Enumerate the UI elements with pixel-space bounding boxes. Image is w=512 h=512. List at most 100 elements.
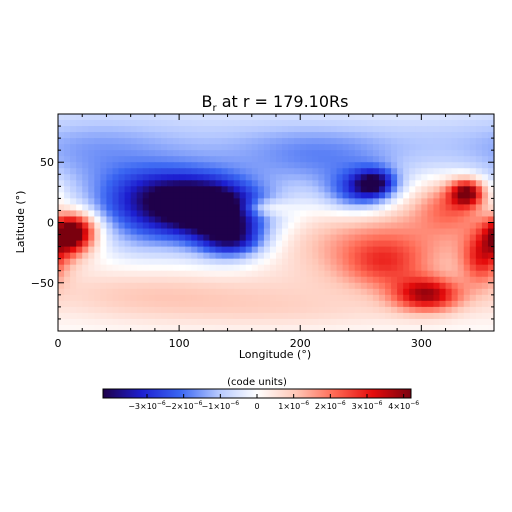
heatmap-cell bbox=[100, 246, 108, 254]
heatmap-cell bbox=[336, 174, 344, 181]
heatmap-cell bbox=[372, 288, 380, 296]
heatmap-cell bbox=[70, 192, 77, 199]
heatmap-cell bbox=[385, 318, 392, 326]
heatmap-cell bbox=[106, 132, 114, 139]
heatmap-cell bbox=[475, 216, 483, 224]
heatmap-cell bbox=[330, 246, 338, 254]
heatmap-cell bbox=[469, 324, 477, 332]
heatmap-cell bbox=[445, 264, 453, 272]
heatmap-cell bbox=[227, 294, 235, 302]
heatmap-cell bbox=[451, 324, 459, 332]
heatmap-cell bbox=[330, 144, 338, 151]
heatmap-cell bbox=[445, 210, 453, 218]
heatmap-cell bbox=[318, 126, 326, 133]
heatmap-cell bbox=[469, 306, 477, 314]
heatmap-cell bbox=[469, 228, 477, 236]
heatmap-cell bbox=[463, 282, 471, 290]
heatmap-cell bbox=[209, 306, 217, 314]
heatmap-cell bbox=[215, 138, 223, 145]
heatmap-cell bbox=[233, 126, 241, 133]
heatmap-cell bbox=[487, 204, 495, 212]
heatmap-cell bbox=[300, 114, 307, 121]
heatmap-cell bbox=[245, 270, 253, 278]
heatmap-cell bbox=[439, 258, 447, 266]
heatmap-cell bbox=[342, 276, 350, 284]
heatmap-cell bbox=[130, 288, 138, 296]
heatmap-cell bbox=[76, 234, 83, 242]
heatmap-cell bbox=[324, 228, 332, 236]
heatmap-cell bbox=[372, 294, 380, 302]
heatmap-cell bbox=[415, 198, 422, 206]
heatmap-cell bbox=[475, 162, 483, 169]
heatmap-cell bbox=[160, 150, 168, 157]
heatmap-cell bbox=[348, 318, 356, 326]
heatmap-cell bbox=[76, 174, 83, 181]
heatmap-cell bbox=[427, 126, 435, 133]
heatmap-cell bbox=[445, 144, 453, 151]
heatmap-cell bbox=[354, 318, 362, 326]
x-axis-label: Longitude (°) bbox=[239, 348, 311, 361]
heatmap-cell bbox=[445, 270, 453, 278]
heatmap-cell bbox=[100, 294, 108, 302]
heatmap-cell bbox=[167, 204, 174, 212]
heatmap-cell bbox=[203, 288, 210, 296]
heatmap-cell bbox=[354, 312, 362, 320]
heatmap-cell bbox=[348, 294, 356, 302]
heatmap-cell bbox=[366, 186, 374, 193]
heatmap-cell bbox=[294, 246, 301, 254]
heatmap-cell bbox=[197, 228, 204, 236]
heatmap-cell bbox=[64, 198, 71, 206]
heatmap-cell bbox=[385, 252, 392, 260]
heatmap-cell bbox=[185, 222, 192, 230]
heatmap-cell bbox=[457, 216, 465, 224]
heatmap-cell bbox=[348, 138, 356, 145]
heatmap-cell bbox=[445, 258, 453, 266]
heatmap-cell bbox=[76, 228, 83, 236]
heatmap-cell bbox=[88, 114, 95, 121]
heatmap-cell bbox=[348, 144, 356, 151]
heatmap-cell bbox=[209, 114, 217, 121]
heatmap-cell bbox=[294, 228, 301, 236]
heatmap-cell bbox=[391, 234, 398, 242]
heatmap-cell bbox=[215, 156, 223, 163]
heatmap-cell bbox=[106, 282, 114, 290]
heatmap-cell bbox=[294, 234, 301, 242]
heatmap-cell bbox=[124, 294, 132, 302]
heatmap-cell bbox=[463, 198, 471, 206]
heatmap-cell bbox=[215, 258, 223, 266]
heatmap-cell bbox=[324, 162, 332, 169]
heatmap-cell bbox=[487, 228, 495, 236]
heatmap-cell bbox=[94, 222, 101, 230]
heatmap-cell bbox=[209, 288, 217, 296]
heatmap-cell bbox=[148, 300, 156, 308]
heatmap-cell bbox=[64, 270, 71, 278]
heatmap-cell bbox=[160, 186, 168, 193]
heatmap-cell bbox=[100, 258, 108, 266]
heatmap-cell bbox=[366, 252, 374, 260]
heatmap-cell bbox=[179, 162, 186, 169]
heatmap-cell bbox=[324, 270, 332, 278]
heatmap-cell bbox=[239, 210, 247, 218]
heatmap-cell bbox=[154, 144, 162, 151]
heatmap-cell bbox=[475, 186, 483, 193]
heatmap-cell bbox=[463, 150, 471, 157]
heatmap-cell bbox=[118, 162, 126, 169]
heatmap-cell bbox=[469, 222, 477, 230]
heatmap-cell bbox=[433, 282, 441, 290]
heatmap-cell bbox=[124, 150, 132, 157]
heatmap-cell bbox=[58, 258, 65, 266]
heatmap-cell bbox=[276, 246, 283, 254]
heatmap-cell bbox=[112, 186, 120, 193]
heatmap-cell bbox=[88, 120, 95, 127]
heatmap-cell bbox=[167, 156, 174, 163]
heatmap-cell bbox=[276, 198, 283, 206]
heatmap-cell bbox=[354, 252, 362, 260]
heatmap-cell bbox=[397, 228, 404, 236]
heatmap-cell bbox=[463, 288, 471, 296]
heatmap-cell bbox=[112, 252, 120, 260]
heatmap-cell bbox=[427, 234, 435, 242]
heatmap-cell bbox=[112, 204, 120, 212]
heatmap-cell bbox=[481, 312, 489, 320]
heatmap-cell bbox=[257, 312, 265, 320]
heatmap-cell bbox=[215, 324, 223, 332]
